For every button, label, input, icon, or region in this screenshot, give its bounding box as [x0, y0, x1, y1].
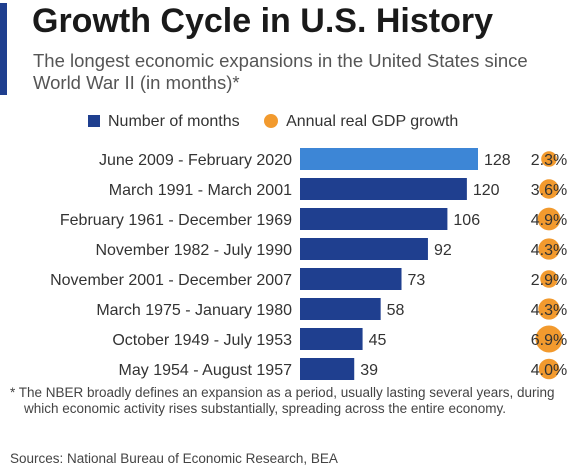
category-label: March 1991 - March 2001 — [109, 182, 292, 199]
footnote: * The NBER broadly defines an expansion … — [10, 385, 570, 417]
gdp-bubble — [535, 325, 563, 353]
chart-title: Growth Cycle in U.S. History — [32, 2, 493, 40]
category-label: November 2001 - December 2007 — [50, 272, 292, 289]
category-label: March 1975 - January 1980 — [96, 302, 292, 319]
chart-subtitle: The longest economic expansions in the U… — [33, 50, 528, 93]
bar-months — [300, 358, 355, 380]
gdp-value-label: 4.9% — [531, 212, 567, 229]
gdp-bubble — [540, 270, 558, 288]
bar-value-label: 73 — [408, 272, 426, 289]
legend-label-months: Number of months — [108, 113, 240, 130]
bar-months — [300, 268, 402, 290]
legend-swatch-square — [88, 115, 100, 127]
gdp-bubble — [539, 179, 559, 199]
chart-legend: Number of months Annual real GDP growth — [88, 113, 478, 131]
bar-value-label: 106 — [453, 212, 480, 229]
gdp-bubble — [538, 238, 560, 260]
bar-value-label: 45 — [369, 332, 387, 349]
category-label: October 1949 - July 1953 — [112, 332, 292, 349]
bar-value-label: 58 — [387, 302, 405, 319]
gdp-value-label: 4.0% — [531, 362, 567, 379]
bar-chart: June 2009 - February 2020 128 2.3% March 19… — [50, 148, 567, 380]
bar-value-label: 128 — [484, 152, 511, 169]
gdp-bubble — [538, 298, 560, 320]
gdp-value-label: 6.9% — [531, 332, 567, 349]
legend-swatch-dot — [264, 114, 279, 128]
gdp-bubble — [538, 358, 560, 380]
bar-months — [300, 238, 428, 260]
footnote-text: * The NBER broadly defines an expansion … — [10, 385, 555, 416]
bar-months — [300, 298, 381, 320]
bar-months — [300, 208, 448, 230]
gdp-value-label: 3.6% — [531, 182, 567, 199]
gdp-value-label: 4.3% — [531, 302, 567, 319]
bar-months — [300, 178, 467, 200]
gdp-value-label: 2.3% — [531, 152, 567, 169]
bar-value-label: 92 — [434, 242, 452, 259]
legend-label-gdp: Annual real GDP growth — [286, 113, 459, 130]
category-label: November 1982 - July 1990 — [95, 242, 292, 259]
gdp-value-label: 4.3% — [531, 242, 567, 259]
gdp-value-label: 2.9% — [531, 272, 567, 289]
bar-months — [300, 328, 363, 350]
legend-item-gdp: Annual real GDP growth — [264, 113, 458, 131]
gdp-bubble — [541, 151, 557, 167]
title-accent-bar — [0, 3, 7, 95]
legend-item-months: Number of months — [88, 113, 240, 131]
sources-line: Sources: National Bureau of Economic Res… — [10, 451, 338, 466]
category-label: February 1961 - December 1969 — [60, 212, 292, 229]
gdp-bubble — [537, 207, 561, 231]
bar-value-label: 120 — [473, 182, 500, 199]
bar-value-label: 39 — [360, 362, 378, 379]
category-label: May 1954 - August 1957 — [119, 362, 293, 379]
category-label: June 2009 - February 2020 — [99, 152, 292, 169]
bar-months — [300, 148, 478, 170]
